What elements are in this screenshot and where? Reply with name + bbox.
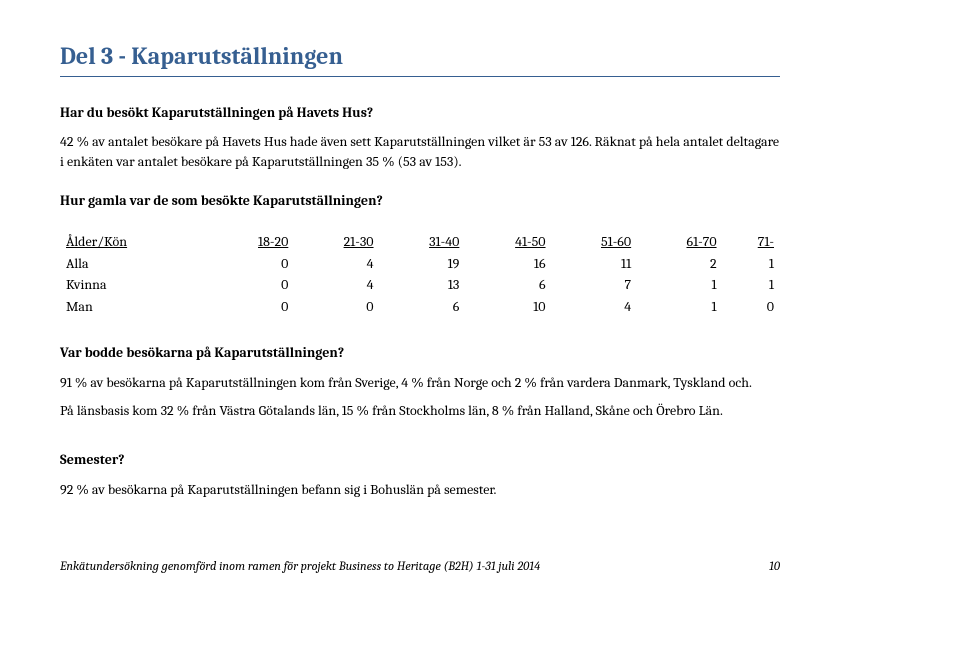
cell: 0 — [208, 274, 294, 296]
cell: 10 — [465, 296, 551, 318]
col-header: Ålder/Kön — [60, 231, 208, 253]
cell: 7 — [552, 274, 638, 296]
cell: 13 — [380, 274, 466, 296]
cell: 16 — [465, 253, 551, 275]
cell: 0 — [208, 296, 294, 318]
table-row: Alla 0 4 19 16 11 2 1 — [60, 253, 780, 275]
q1-body: 42 % av antalet besökare på Havets Hus h… — [60, 132, 780, 171]
col-header: 71- — [723, 231, 780, 253]
page-title: Del 3 - Kaparutställningen — [60, 40, 780, 77]
cell: 1 — [637, 274, 722, 296]
cell: 0 — [294, 296, 379, 318]
table-row: Man 0 0 6 10 4 1 0 — [60, 296, 780, 318]
cell: 0 — [208, 253, 294, 275]
row-head: Man — [60, 296, 208, 318]
page-number: 10 — [769, 559, 780, 577]
row-head: Kvinna — [60, 274, 208, 296]
col-header: 21-30 — [294, 231, 379, 253]
q3-body-1: 91 % av besökarna på Kaparutställningen … — [60, 373, 780, 393]
col-header: 18-20 — [208, 231, 294, 253]
cell: 6 — [380, 296, 466, 318]
cell: 6 — [465, 274, 551, 296]
q2-heading: Hur gamla var de som besökte Kaparutstäl… — [60, 191, 780, 211]
cell: 4 — [552, 296, 638, 318]
cell: 1 — [637, 296, 722, 318]
cell: 19 — [380, 253, 466, 275]
cell: 1 — [723, 274, 780, 296]
col-header: 51-60 — [552, 231, 638, 253]
q1-heading: Har du besökt Kaparutställningen på Have… — [60, 103, 780, 123]
cell: 4 — [294, 274, 379, 296]
col-header: 41-50 — [465, 231, 551, 253]
page-footer: Enkätundersökning genomförd inom ramen f… — [60, 559, 780, 577]
cell: 11 — [552, 253, 638, 275]
footer-text: Enkätundersökning genomförd inom ramen f… — [60, 559, 540, 577]
table-row: Kvinna 0 4 13 6 7 1 1 — [60, 274, 780, 296]
cell: 0 — [723, 296, 780, 318]
row-head: Alla — [60, 253, 208, 275]
col-header: 61-70 — [637, 231, 722, 253]
q4-heading: Semester? — [60, 450, 780, 470]
table-header-row: Ålder/Kön 18-20 21-30 31-40 41-50 51-60 … — [60, 231, 780, 253]
q3-body-2: På länsbasis kom 32 % från Västra Götala… — [60, 401, 780, 421]
col-header: 31-40 — [380, 231, 466, 253]
cell: 4 — [294, 253, 379, 275]
q3-heading: Var bodde besökarna på Kaparutställninge… — [60, 343, 780, 363]
q4-body: 92 % av besökarna på Kaparutställningen … — [60, 480, 780, 500]
age-gender-table: Ålder/Kön 18-20 21-30 31-40 41-50 51-60 … — [60, 231, 780, 317]
cell: 1 — [723, 253, 780, 275]
cell: 2 — [637, 253, 722, 275]
